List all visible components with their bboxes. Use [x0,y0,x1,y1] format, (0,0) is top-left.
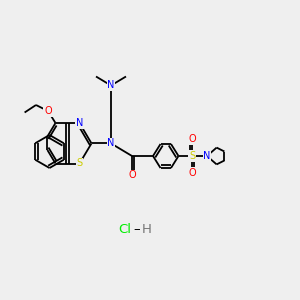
Text: N: N [203,151,211,161]
Text: N: N [107,138,115,148]
Text: S: S [189,151,195,161]
Text: N: N [76,118,83,128]
Text: S: S [76,158,82,169]
Text: O: O [44,106,52,116]
Text: O: O [188,134,196,145]
Text: H: H [142,223,152,236]
Text: O: O [188,167,196,178]
Text: N: N [107,80,115,91]
Text: –: – [133,223,140,236]
Text: O: O [128,170,136,181]
Text: Cl: Cl [118,223,131,236]
